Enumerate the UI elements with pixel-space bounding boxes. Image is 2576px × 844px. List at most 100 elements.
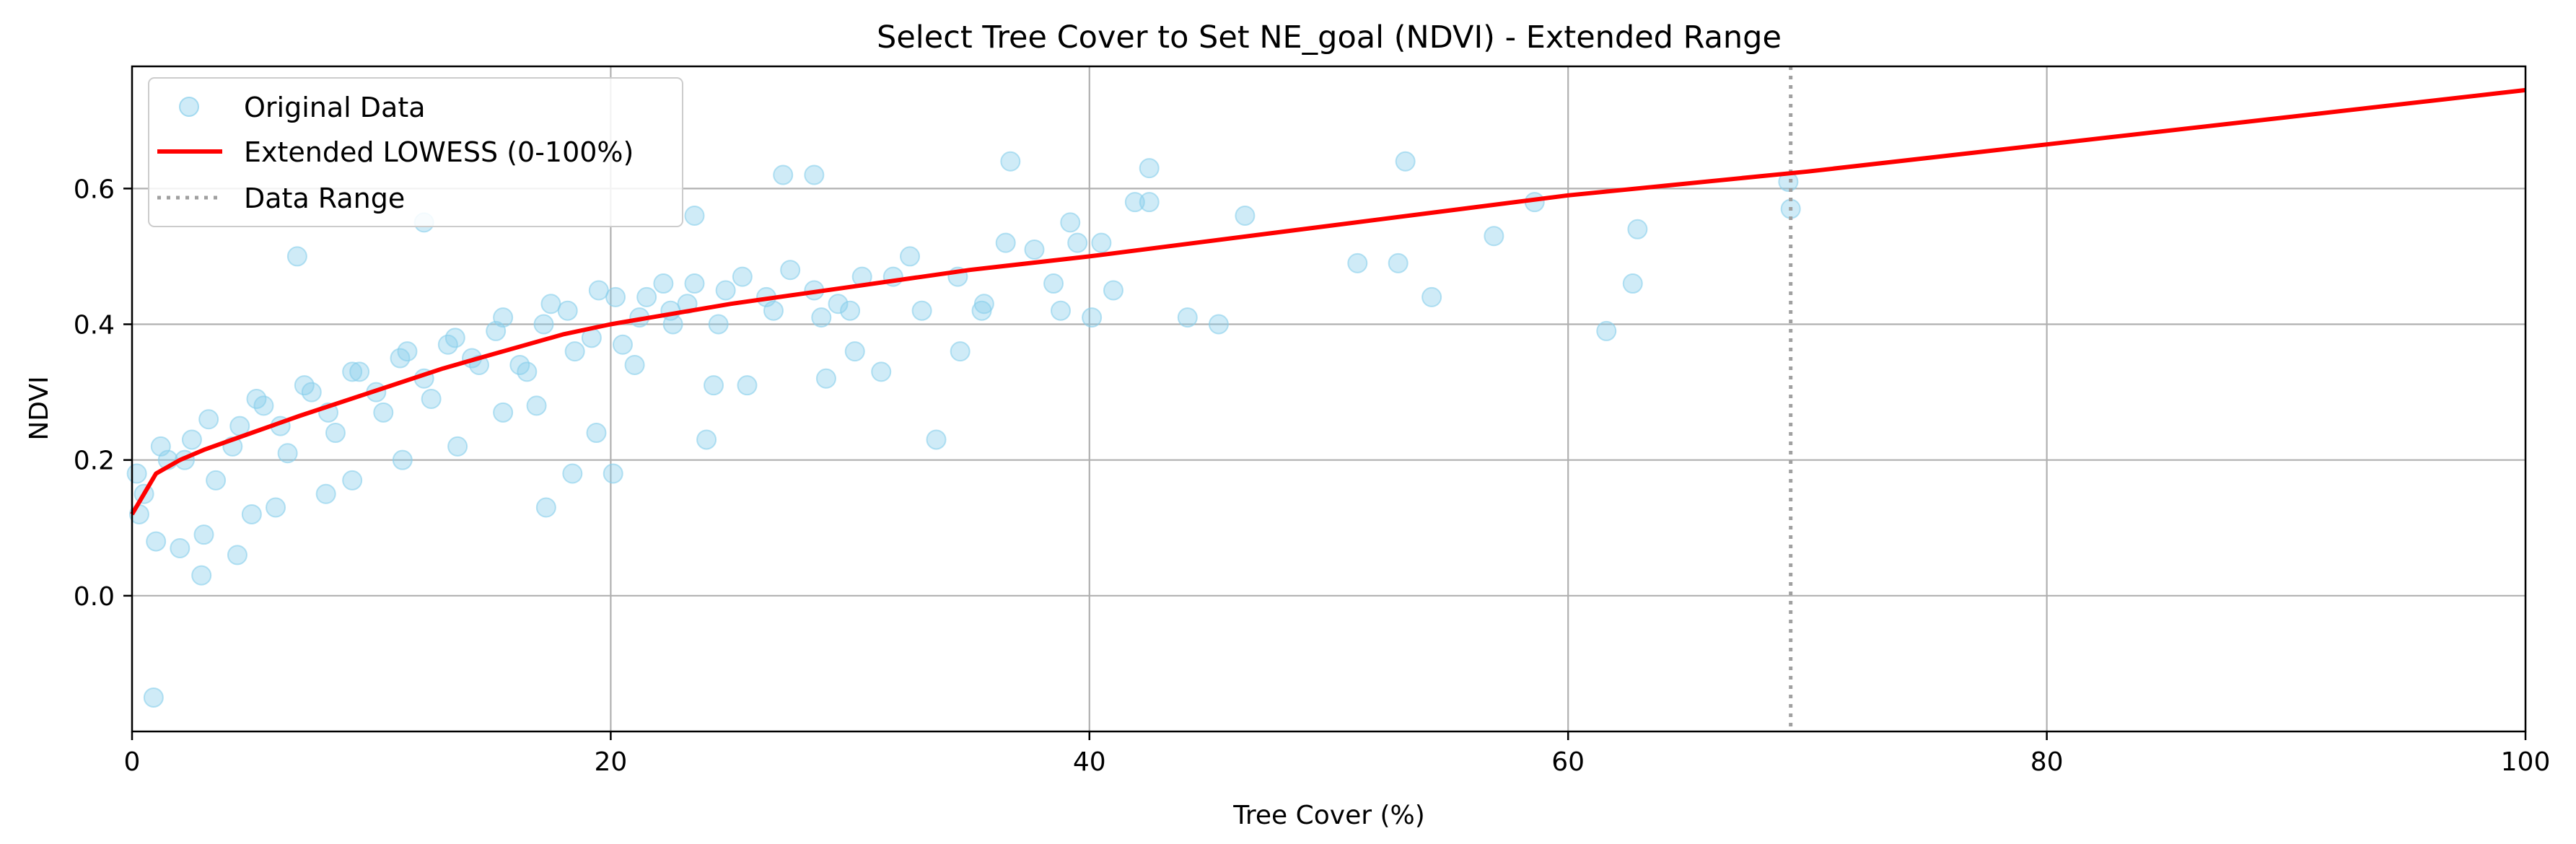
- data-point: [170, 537, 190, 558]
- x-tick-label-1: 20: [594, 747, 627, 777]
- x-axis-title: Tree Cover (%): [1232, 801, 1425, 830]
- x-tick-label-5: 100: [2501, 747, 2551, 777]
- data-point: [871, 361, 892, 382]
- data-point: [588, 280, 609, 301]
- data-point: [1124, 192, 1145, 213]
- legend-label-lowess: Extended LOWESS (0-100%): [244, 136, 634, 168]
- data-point: [266, 497, 286, 518]
- data-point: [1484, 226, 1504, 247]
- data-point: [349, 361, 370, 382]
- data-point: [1060, 212, 1081, 233]
- data-point: [146, 531, 167, 552]
- data-point: [603, 463, 623, 484]
- data-point: [586, 423, 607, 444]
- data-point: [684, 205, 705, 226]
- data-point: [1103, 280, 1123, 301]
- data-point: [373, 402, 394, 423]
- data-point: [804, 164, 825, 185]
- data-point: [227, 545, 247, 566]
- plot-frame: [131, 65, 2527, 733]
- data-point: [971, 300, 992, 321]
- y-tick-label-0: 0.0: [74, 582, 115, 612]
- data-point: [1347, 252, 1368, 273]
- data-point: [624, 354, 645, 375]
- data-point: [526, 395, 547, 416]
- data-point: [392, 449, 413, 470]
- data-point: [562, 463, 583, 484]
- data-point: [325, 423, 346, 444]
- data-point: [811, 307, 832, 328]
- data-point: [241, 504, 262, 524]
- data-point: [684, 273, 705, 294]
- data-point: [150, 436, 171, 457]
- data-point: [1091, 232, 1112, 253]
- data-point: [840, 300, 861, 321]
- data-point: [557, 300, 578, 321]
- data-point: [815, 368, 836, 389]
- data-point: [437, 334, 458, 355]
- data-point: [509, 354, 530, 375]
- scatter-points: [126, 151, 1801, 708]
- data-point: [1082, 307, 1103, 328]
- y-axis-title: NDVI: [25, 376, 54, 440]
- data-point: [342, 470, 363, 491]
- data-point: [1596, 320, 1617, 341]
- data-point: [1622, 273, 1643, 294]
- data-point: [1395, 151, 1416, 172]
- data-point: [995, 232, 1016, 253]
- data-point: [653, 273, 674, 294]
- data-point: [926, 429, 947, 450]
- data-point: [294, 375, 315, 396]
- data-point: [1067, 232, 1088, 253]
- data-point: [1177, 307, 1198, 328]
- x-tick-label-2: 40: [1073, 747, 1106, 777]
- legend-label-data-range: Data Range: [244, 183, 405, 214]
- data-point: [493, 402, 514, 423]
- data-point: [732, 266, 753, 287]
- data-point: [844, 341, 865, 362]
- data-point: [193, 524, 214, 545]
- data-point: [540, 294, 561, 315]
- data-point: [564, 341, 585, 362]
- data-point: [636, 286, 657, 307]
- data-point: [198, 409, 219, 430]
- data-point: [126, 463, 147, 484]
- data-point: [828, 294, 849, 315]
- data-point: [181, 429, 202, 450]
- data-point: [206, 470, 227, 491]
- lowess-line-group: [130, 87, 2526, 516]
- x-tick-label-3: 60: [1551, 747, 1585, 777]
- data-point: [447, 436, 468, 457]
- x-axis-ticks: 0 20 40 60 80 100: [124, 731, 2551, 777]
- data-point: [143, 687, 164, 708]
- x-tick-label-4: 80: [2030, 747, 2064, 777]
- data-point: [911, 300, 932, 321]
- data-point: [286, 246, 307, 267]
- data-point: [1050, 300, 1071, 321]
- data-point: [708, 314, 729, 335]
- data-point: [191, 565, 212, 586]
- lowess-line: [130, 87, 2526, 516]
- data-point: [900, 246, 921, 267]
- data-point: [950, 341, 971, 362]
- legend-label-original-data: Original Data: [244, 92, 426, 123]
- data-point: [315, 483, 336, 504]
- data-point: [1000, 151, 1021, 172]
- data-point: [696, 429, 717, 450]
- legend-box: [148, 77, 683, 227]
- data-point: [342, 361, 363, 382]
- data-point: [1139, 192, 1160, 213]
- data-point: [246, 389, 267, 409]
- legend-marker-original-data: [179, 97, 199, 117]
- data-point: [1208, 314, 1229, 335]
- data-point: [1139, 158, 1160, 179]
- data-point: [390, 348, 411, 369]
- data-point: [1043, 273, 1064, 294]
- data-point: [704, 375, 724, 396]
- data-point: [715, 280, 736, 301]
- y-axis-ticks: 0.0 0.2 0.4 0.6: [74, 175, 132, 612]
- data-point: [1421, 286, 1442, 307]
- y-tick-label-2: 0.4: [74, 311, 115, 340]
